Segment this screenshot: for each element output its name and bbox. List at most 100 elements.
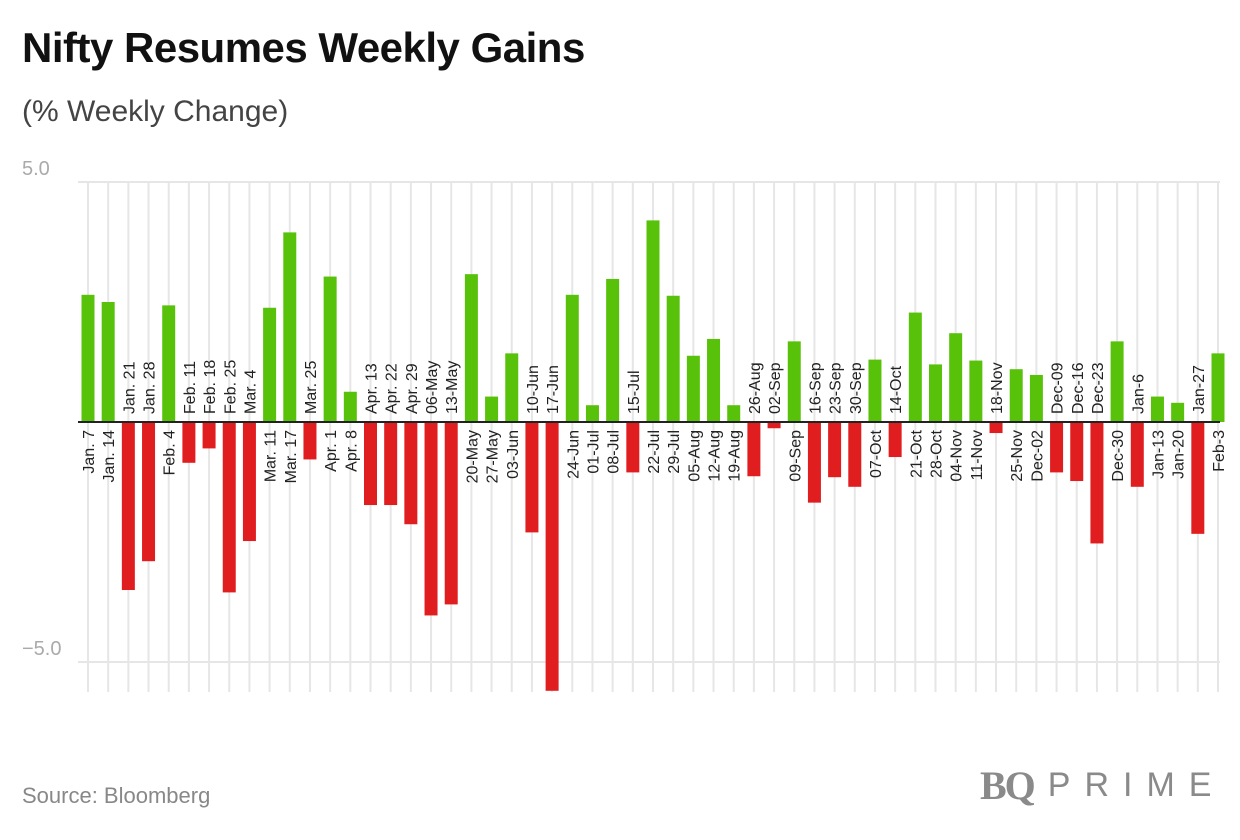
bar	[868, 359, 882, 422]
category-label: 06-May	[424, 361, 441, 414]
bar	[828, 422, 842, 478]
bar	[242, 422, 256, 542]
category-label: 17-Jun	[545, 365, 562, 414]
bar	[929, 364, 942, 422]
bar	[545, 422, 559, 691]
category-label: 26-Aug	[747, 362, 764, 414]
bar	[686, 355, 700, 422]
category-label: Dec-16	[1070, 362, 1087, 414]
bar	[162, 305, 176, 422]
bar	[767, 422, 781, 429]
bar	[263, 307, 277, 422]
category-label: Mar. 25	[303, 361, 320, 414]
category-label: Mar. 11	[263, 430, 280, 482]
bar	[222, 422, 236, 593]
bar	[1171, 402, 1185, 422]
bar	[364, 422, 377, 506]
category-label: Dec-23	[1090, 362, 1107, 414]
bar	[182, 422, 196, 463]
category-label: Jan. 14	[101, 430, 118, 483]
y-tick-label: −5.0	[22, 638, 61, 660]
category-label: 11-Nov	[969, 430, 986, 480]
category-label: Jan-13	[1150, 430, 1167, 479]
bar	[606, 278, 620, 422]
category-label: 04-Nov	[949, 430, 966, 482]
category-label: 30-Sep	[848, 362, 865, 414]
category-label: Mar. 4	[242, 369, 259, 414]
category-label: 16-Sep	[807, 362, 824, 414]
bar	[848, 422, 862, 487]
category-label: 25-Nov	[1009, 430, 1026, 482]
bar	[202, 422, 216, 449]
bar	[646, 220, 660, 422]
category-label: 10-Jun	[525, 365, 542, 414]
logo-bq-mark: BQ	[980, 762, 1036, 808]
category-label: 13-May	[444, 361, 461, 414]
category-label: Jan. 7	[81, 430, 98, 474]
category-label: Apr. 22	[384, 363, 401, 414]
category-label: Dec-30	[1110, 430, 1127, 482]
category-label: 19-Aug	[727, 430, 744, 482]
logo-prime-text: PRIME	[1047, 765, 1226, 804]
bar	[1090, 422, 1104, 544]
category-label: Jan. 21	[121, 361, 138, 414]
bar	[666, 295, 680, 422]
bar	[1211, 353, 1225, 422]
category-label: 02-Sep	[767, 362, 784, 414]
category-label: Jan-20	[1171, 430, 1188, 479]
category-label: Feb. 25	[222, 360, 239, 414]
chart-subtitle: (% Weekly Change)	[22, 95, 289, 128]
bar	[1070, 422, 1084, 482]
bar	[969, 360, 983, 422]
bar	[101, 302, 115, 422]
bar	[707, 338, 721, 422]
category-label: 15-Jul	[626, 370, 643, 414]
y-axis-labels: 5.0 −5.0	[22, 158, 61, 660]
category-label: Feb. 4	[162, 430, 179, 475]
bar	[444, 422, 458, 605]
bar	[1009, 369, 1023, 422]
bar	[908, 312, 922, 422]
bar	[1130, 422, 1144, 487]
bar	[464, 274, 478, 422]
bars	[81, 220, 1225, 691]
category-label: Feb. 18	[202, 360, 219, 414]
category-label: 05-Aug	[686, 430, 703, 482]
category-label: 18-Nov	[989, 362, 1006, 414]
category-label: 24-Jun	[565, 430, 582, 479]
bar	[1029, 374, 1043, 422]
category-label: 27-May	[485, 430, 502, 483]
bar	[807, 422, 821, 503]
category-label: 28-Oct	[929, 429, 946, 478]
chart-title: Nifty Resumes Weekly Gains	[22, 24, 585, 71]
category-label: Jan-27	[1191, 365, 1208, 414]
bar	[747, 422, 761, 477]
bar	[888, 422, 902, 458]
bar	[81, 294, 95, 422]
category-label: 22-Jul	[646, 430, 663, 474]
bar	[121, 422, 135, 590]
bar	[343, 391, 357, 422]
bar	[384, 422, 398, 506]
category-label: Mar. 17	[283, 430, 300, 483]
bar	[565, 294, 579, 422]
category-label: 20-May	[464, 430, 481, 483]
category-label: 21-Oct	[908, 429, 925, 478]
category-label: 12-Aug	[707, 430, 724, 482]
bar	[525, 422, 539, 533]
category-label: 07-Oct	[868, 429, 885, 478]
category-label: Feb-3	[1211, 430, 1228, 472]
bar	[485, 396, 499, 422]
category-label: 14-Oct	[888, 365, 905, 414]
bar	[142, 422, 156, 562]
bar	[727, 405, 741, 422]
bar	[303, 422, 317, 460]
bar	[283, 232, 297, 422]
category-label: 08-Jul	[606, 430, 623, 474]
category-label: 01-Jul	[585, 430, 602, 474]
bar	[787, 341, 801, 422]
category-label: Dec-09	[1050, 362, 1067, 414]
source-note: Source: Bloomberg	[22, 783, 211, 808]
